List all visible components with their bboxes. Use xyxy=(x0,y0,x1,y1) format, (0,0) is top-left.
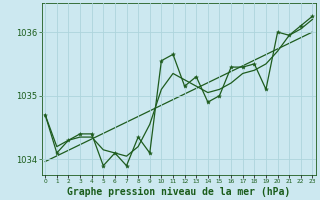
X-axis label: Graphe pression niveau de la mer (hPa): Graphe pression niveau de la mer (hPa) xyxy=(67,186,291,197)
